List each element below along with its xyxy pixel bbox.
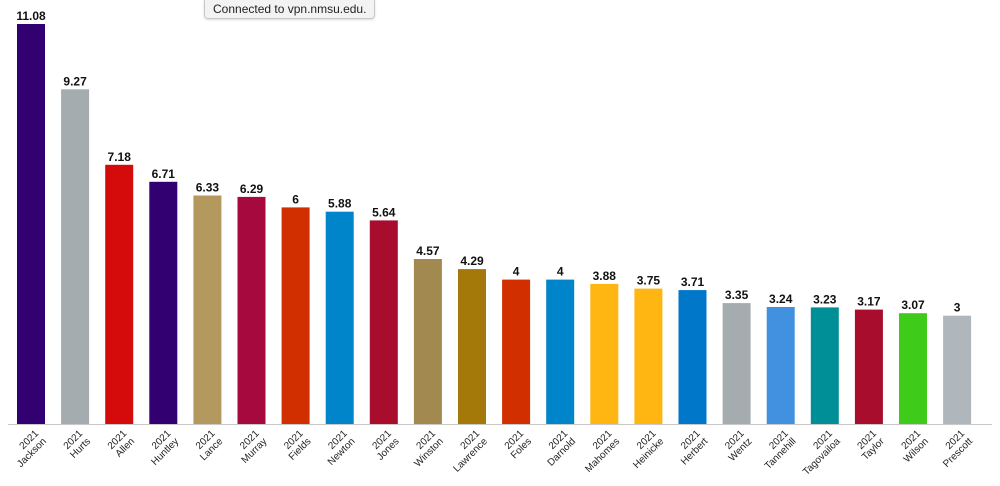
value-label: 3 xyxy=(954,301,961,315)
bar-newton xyxy=(325,211,354,424)
value-label: 6.29 xyxy=(240,182,264,196)
bars-group xyxy=(17,24,972,425)
bar-tannehill xyxy=(766,307,795,424)
value-label: 4.57 xyxy=(416,244,440,258)
bar-allen xyxy=(105,164,134,425)
bar-wentz xyxy=(722,303,751,424)
bar-jackson xyxy=(17,24,45,424)
bar-darnold xyxy=(546,279,575,424)
bar-winston xyxy=(413,259,442,424)
value-label: 3.71 xyxy=(681,275,705,289)
value-label: 3.88 xyxy=(593,269,617,283)
value-labels-group: 11.08 9.27 7.18 6.71 6.33 6.29 6 5.88 5.64 4.57 4.… xyxy=(16,9,960,315)
bar-fields xyxy=(281,207,310,424)
value-label: 5.88 xyxy=(328,197,352,211)
value-label: 3.35 xyxy=(725,288,749,302)
bar-wilson xyxy=(899,313,927,424)
bar-prescott xyxy=(943,315,972,424)
value-label: 6.71 xyxy=(152,167,176,181)
value-label: 5.64 xyxy=(372,205,396,219)
value-label: 4 xyxy=(557,265,564,279)
bar-mahomes xyxy=(590,283,619,424)
vpn-tooltip: Connected to vpn.nmsu.edu. xyxy=(204,0,376,19)
value-label: 4 xyxy=(513,265,520,279)
bar-lawrence xyxy=(458,269,486,424)
bar-lance xyxy=(193,195,222,424)
value-label: 6 xyxy=(292,192,299,206)
bar-taylor xyxy=(854,309,883,424)
bar-jones xyxy=(369,220,398,424)
value-label: 3.17 xyxy=(857,295,881,309)
bar-hurts xyxy=(61,89,90,425)
value-label: 3.23 xyxy=(813,292,837,306)
bar-huntley xyxy=(149,181,178,424)
value-label: 9.27 xyxy=(63,74,87,88)
value-label: 3.24 xyxy=(769,292,793,306)
bar-heinicke xyxy=(634,288,663,424)
value-label: 4.29 xyxy=(460,254,484,268)
value-label: 3.75 xyxy=(637,274,661,288)
bar-herbert xyxy=(678,290,707,424)
value-label: 7.18 xyxy=(108,150,132,164)
bar-foles xyxy=(502,279,531,424)
value-label: 6.33 xyxy=(196,181,220,195)
value-label: 3.07 xyxy=(901,298,925,312)
value-label: 11.08 xyxy=(16,9,46,23)
bar-murray xyxy=(237,196,266,424)
bar-tagovailoa xyxy=(810,307,839,424)
